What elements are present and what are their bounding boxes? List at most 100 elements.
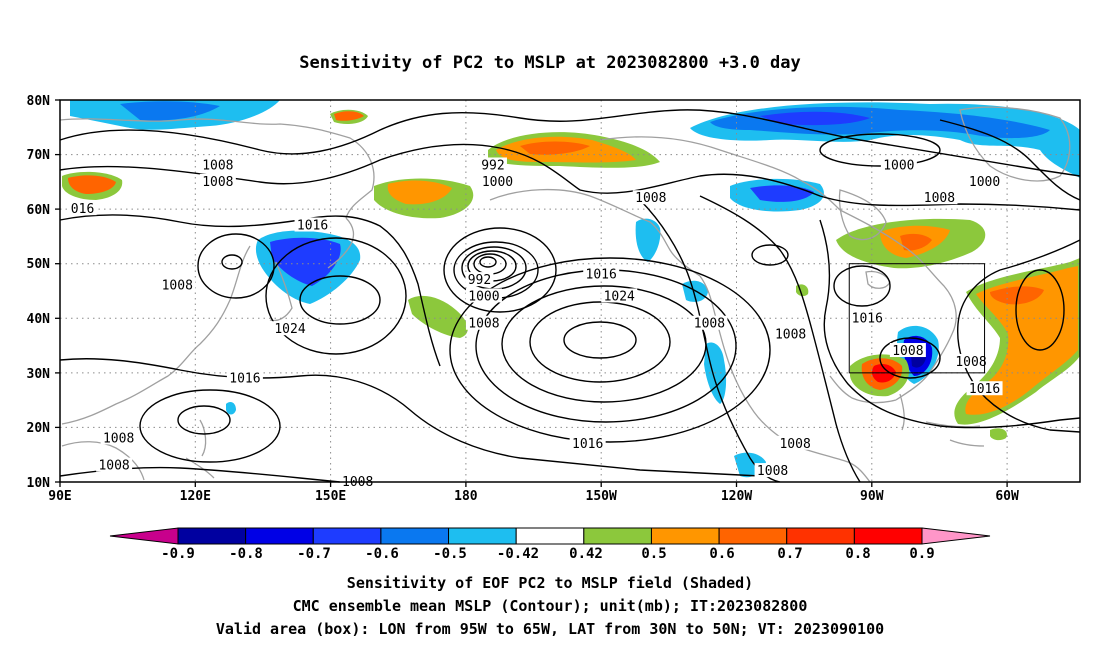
- colorbar-triangle-low: [109, 527, 179, 545]
- contour-label-bg: [199, 157, 236, 172]
- contour-label: 1008: [468, 317, 499, 332]
- neg-patch-japan-core: [270, 237, 341, 286]
- pos-patch-arctic-mid-hot: [520, 141, 590, 155]
- colorbar-swatch: [786, 527, 855, 545]
- contour-label: 992: [468, 273, 491, 288]
- contour-label-bg: [880, 157, 917, 172]
- contour-trop-low-1: [177, 405, 231, 435]
- contour-label-bg: [465, 272, 494, 287]
- contour-label: 1008: [757, 464, 788, 479]
- contour-label-bg: [754, 463, 791, 478]
- contour-asia-low-2: [197, 233, 275, 299]
- contour-label-bg: [159, 277, 196, 292]
- lon-label-90w: 90W: [860, 489, 884, 504]
- contour-label: 1008: [924, 191, 955, 206]
- contour-low-6: [443, 227, 557, 313]
- colorbar-triangle-high: [921, 527, 991, 545]
- coast-kamchatka: [327, 217, 355, 269]
- contour-labels: 1008 1008 016 1016 1008 1024 1016 1008 1008 1008 9…: [68, 157, 1003, 490]
- coast-japan: [269, 261, 293, 322]
- longitude-labels: 90E 120E 150E 180 150W 120W 90W 60W: [48, 489, 1019, 504]
- contour-label: 1016: [297, 219, 328, 234]
- coast-se-asia: [61, 441, 145, 481]
- contour-label-bg: [921, 190, 958, 205]
- contour-hudson-low: [751, 244, 789, 266]
- contour-label-bg: [849, 310, 886, 325]
- colorbar-swatch: [177, 527, 247, 545]
- contour-label: 1008: [103, 431, 134, 446]
- pos-patch-bering-core: [387, 180, 452, 205]
- contour-1016-south: [59, 358, 761, 477]
- sensitivity-shading: [62, 100, 1080, 478]
- contour-arctic-1000-right: [939, 119, 1081, 201]
- contour-label: 1008: [202, 175, 233, 190]
- contour-arctic-wave-1: [59, 109, 1081, 177]
- contour-1016-west: [59, 214, 441, 367]
- cb-label-9: 0.7: [777, 546, 802, 562]
- contour-label-bg: [569, 435, 606, 450]
- lon-label-150e: 150E: [315, 489, 346, 504]
- caption-line-3: Valid area (box): LON from 95W to 65W, L…: [216, 620, 884, 638]
- cb-label-8: 0.6: [709, 546, 734, 562]
- contour-label: 1000: [482, 175, 513, 190]
- pos-patch-canada-hot: [900, 233, 932, 251]
- contour-label-bg: [478, 157, 507, 172]
- contour-label-bg: [294, 217, 331, 232]
- contour-arctic-wave-2: [59, 143, 1081, 211]
- colorbar-swatch: [853, 527, 923, 545]
- pos-patch-small-2: [990, 428, 1007, 441]
- cb-label-5: -0.42: [497, 546, 539, 562]
- mslp-contours: [59, 109, 1081, 483]
- cb-label-4: -0.5: [433, 546, 467, 562]
- contour-label-bg: [199, 173, 236, 188]
- cb-label-6: 0.42: [569, 546, 603, 562]
- contour-label-bg: [465, 315, 502, 330]
- valid-area-box: [848, 263, 986, 374]
- lon-label-90e: 90E: [48, 489, 71, 504]
- contour-low-1: [479, 256, 497, 268]
- lon-label-150w: 150W: [586, 489, 617, 504]
- contour-label: 1016: [229, 371, 260, 386]
- contour-label: 1008: [775, 328, 806, 343]
- colorbar-labels: -0.9 -0.8 -0.7 -0.6 -0.5 -0.42 0.42 0.5 …: [161, 546, 935, 562]
- coastlines: [59, 106, 1071, 483]
- cb-label-11: 0.9: [909, 546, 934, 562]
- contour-label: 1016: [969, 382, 1000, 397]
- lat-label-50n: 50N: [27, 257, 51, 272]
- lat-label-20n: 20N: [27, 421, 51, 436]
- lat-label-60n: 60N: [27, 203, 51, 218]
- contour-label-bg: [889, 343, 926, 358]
- lon-label-60w: 60W: [995, 489, 1019, 504]
- lon-label-120w: 120W: [721, 489, 752, 504]
- contour-us-low-1: [833, 265, 891, 307]
- lat-label-30n: 30N: [27, 367, 51, 382]
- contour-na-1008-b: [699, 195, 861, 483]
- contour-label-bg: [953, 353, 990, 368]
- pos-patch-arctic-core: [334, 111, 364, 121]
- contour-label: 1024: [604, 289, 635, 304]
- caption-line-1: Sensitivity of EOF PC2 to MSLP field (Sh…: [347, 574, 753, 592]
- contour-atl-low: [1015, 269, 1065, 351]
- cb-label-7: 0.5: [641, 546, 666, 562]
- coast-asia-north: [59, 118, 375, 219]
- coast-philippines: [185, 419, 215, 479]
- contour-us-low-2: [879, 337, 941, 379]
- contour-label: 1008: [635, 191, 666, 206]
- contour-label: 1016: [586, 268, 617, 283]
- contour-label-bg: [339, 474, 376, 488]
- contour-label: 1000: [468, 289, 499, 304]
- contour-label: 1016: [852, 311, 883, 326]
- contour-label-bg: [100, 430, 137, 445]
- colorbar-swatch: [245, 527, 314, 545]
- contour-label: 016: [71, 202, 94, 217]
- contour-high-2: [529, 301, 671, 383]
- neg-patch-alaska: [635, 218, 661, 262]
- cb-label-2: -0.7: [297, 546, 331, 562]
- contour-label-bg: [479, 173, 516, 188]
- colorbar-swatch: [718, 527, 788, 545]
- colorbar-swatch: [650, 527, 720, 545]
- contour-label-bg: [966, 173, 1003, 188]
- contour-label-bg: [68, 201, 97, 216]
- contour-label: 1008: [955, 355, 986, 370]
